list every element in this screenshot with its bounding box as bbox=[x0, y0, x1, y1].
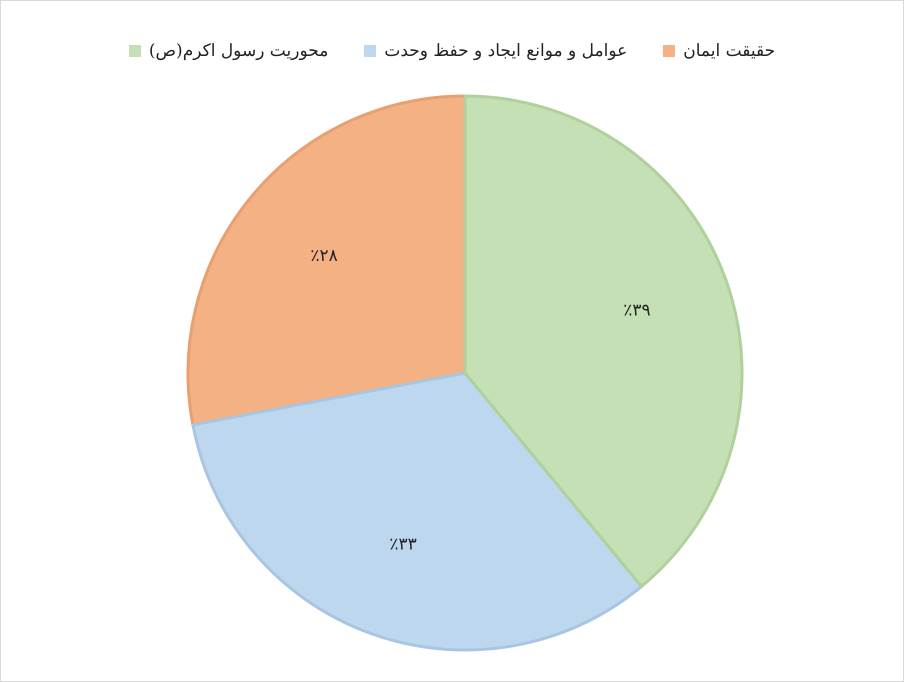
data-label: ٪۳۳ bbox=[389, 535, 416, 555]
plot: ٪۲۸ ٪۳۳ ٪۳۹ bbox=[1, 1, 903, 681]
chart: حقیقت ایمانعوامل و موانع ایجاد و حفظ وحد… bbox=[0, 0, 904, 682]
data-label: ٪۳۹ bbox=[623, 301, 650, 321]
data-label: ٪۲۸ bbox=[310, 246, 337, 266]
